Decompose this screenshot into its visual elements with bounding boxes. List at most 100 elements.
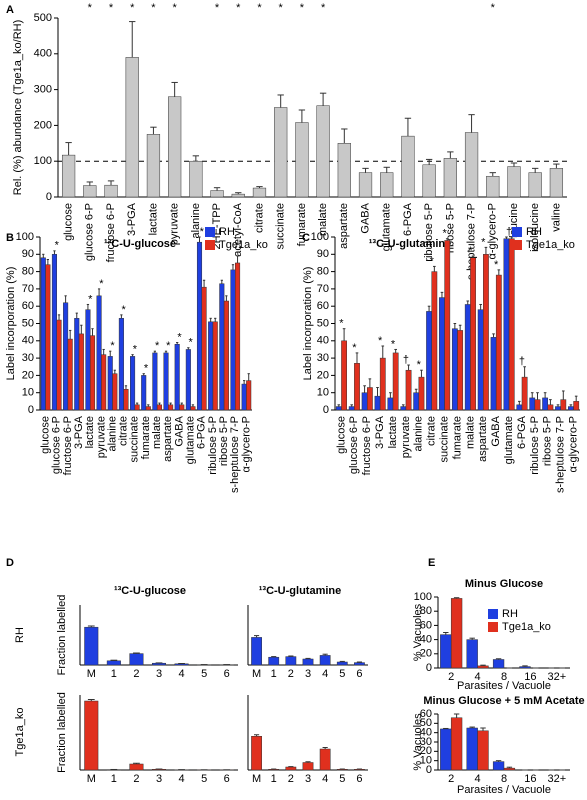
x-tick-label: 1 (111, 773, 117, 785)
bar (440, 634, 452, 669)
bar (208, 321, 214, 411)
legend-swatch (512, 227, 522, 237)
chart-title: Minus Glucose (465, 578, 543, 590)
x-tick-label: 6-PGA (402, 202, 414, 236)
significance-marker: * (236, 2, 241, 14)
bar (549, 168, 564, 198)
bar (189, 160, 203, 198)
x-tick-label: 3-PGA (374, 415, 386, 449)
bar (168, 404, 174, 411)
y-axis-title: Fraction labelled (56, 595, 68, 676)
x-tick-label: malate (317, 203, 329, 236)
significance-marker: * (133, 344, 138, 356)
bar (426, 311, 432, 411)
x-tick-label: pyruvate (95, 416, 107, 458)
y-tick-label: 70 (317, 283, 329, 295)
bar (443, 158, 457, 198)
x-tick-label: fructose 6-P (62, 416, 74, 475)
bar (45, 264, 51, 411)
bar (141, 375, 147, 411)
bar (146, 134, 161, 198)
x-tick-label: 2 (288, 773, 294, 785)
bar (84, 626, 99, 666)
bar (405, 369, 412, 411)
y-tick-label: 30 (317, 352, 329, 364)
y-tick-label: 80 (317, 266, 329, 278)
bar (466, 727, 478, 771)
x-tick-label: 6 (356, 668, 362, 680)
significance-marker: * (352, 342, 357, 354)
legend-label: Tge1a_ko (526, 239, 575, 251)
x-tick-label: 6 (224, 668, 230, 680)
y-tick-label: 10 (22, 387, 34, 399)
bar (555, 406, 561, 411)
y-axis-title: Label incorporation (%) (302, 267, 314, 381)
bar (179, 404, 185, 411)
bar (145, 406, 151, 411)
bar (542, 397, 549, 411)
x-tick-label: 4 (475, 671, 481, 683)
x-tick-label: 3 (305, 773, 311, 785)
bar (392, 352, 399, 411)
bar (492, 659, 505, 669)
significance-marker: * (215, 2, 220, 14)
significance-marker: * (109, 2, 114, 14)
bar (361, 392, 368, 411)
x-tick-label: fumarate (296, 203, 308, 246)
bar (354, 363, 360, 411)
y-tick-label: 20 (420, 648, 432, 660)
legend-swatch (205, 240, 215, 250)
legend-label: RH (219, 226, 235, 238)
bar (451, 328, 458, 411)
bar (316, 105, 330, 198)
bar (74, 318, 80, 411)
significance-marker: * (177, 331, 182, 343)
x-tick-label: ribose 5-P (218, 416, 230, 466)
y-tick-label: 70 (22, 283, 34, 295)
bar (573, 401, 580, 411)
bar (185, 349, 191, 411)
bar (379, 357, 386, 411)
panel-label: C (302, 232, 310, 244)
bar (477, 665, 489, 669)
y-tick-label: 40 (22, 335, 34, 347)
bar (40, 257, 46, 411)
y-tick-label: 20 (420, 745, 432, 757)
significance-marker: * (378, 335, 383, 347)
y-tick-label: 10 (317, 387, 329, 399)
x-tick-label: ribulose 5-P (423, 203, 435, 262)
bar (89, 335, 96, 411)
x-axis-title: Parasites / Vacuole (457, 784, 551, 796)
bar (450, 598, 463, 669)
bar (503, 238, 510, 411)
significance-marker: † (506, 226, 512, 238)
chart-title: ¹³C-U-glutamine (369, 238, 452, 250)
bar (336, 661, 348, 666)
significance-marker: * (491, 2, 496, 14)
legend-swatch (488, 622, 498, 632)
y-axis-title: Label incorporation (%) (5, 267, 17, 381)
x-tick-label: alanine (413, 416, 425, 451)
bar (295, 122, 309, 198)
x-tick-label: 5 (201, 668, 207, 680)
x-tick-label: succinate (129, 416, 141, 462)
legend-label: RH (502, 608, 518, 620)
x-tick-label: 1 (271, 668, 277, 680)
x-tick-label: s-heptulose 7-P (229, 416, 241, 493)
bar (268, 656, 280, 666)
bar (212, 321, 218, 411)
bar (285, 766, 297, 771)
bar (521, 376, 528, 411)
bar (219, 283, 225, 411)
significance-marker: * (481, 236, 486, 248)
panel-label: E (428, 557, 435, 569)
legend-label: Tge1a_ko (502, 621, 551, 633)
y-tick-label: 0 (28, 404, 34, 416)
bar (129, 653, 144, 666)
y-axis-title: Rel. (%) abundance (Tge1a_ko/RH) (12, 20, 24, 195)
x-tick-label: succinate (439, 416, 451, 462)
bar (51, 254, 57, 411)
significance-marker: * (151, 2, 156, 14)
significance-marker: * (442, 228, 447, 240)
